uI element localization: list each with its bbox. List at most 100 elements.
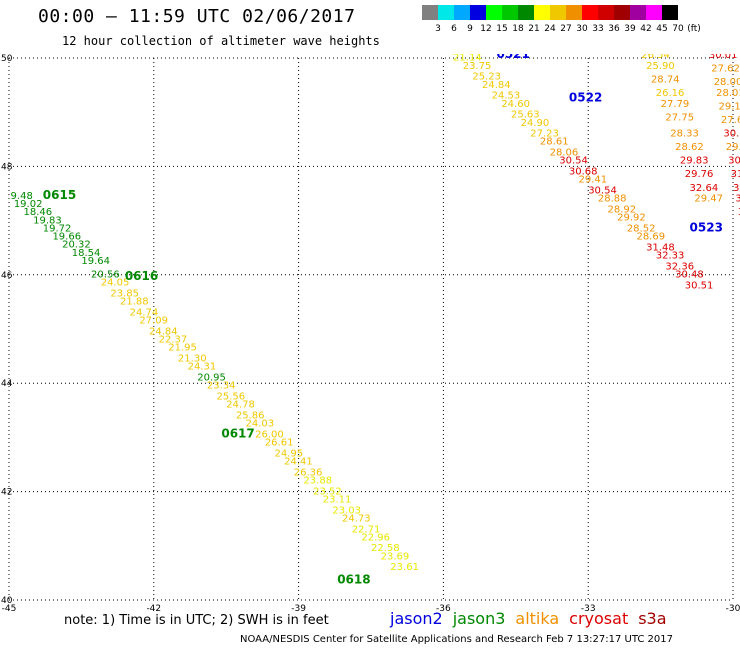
swh-value-label: 28.69 — [636, 232, 665, 243]
pass-number-label: 0521 — [496, 47, 529, 61]
swh-value-label: 30.51 — [685, 280, 714, 291]
swh-value-label: 28.00 — [714, 77, 740, 88]
swh-value-label: 25.63 — [511, 110, 540, 121]
legend-bin-label: 27 — [560, 24, 572, 34]
legend-swatch — [454, 5, 470, 20]
swh-value-label: 26.36 — [294, 467, 323, 478]
lat-tick-label: 46 — [1, 271, 13, 281]
legend-swatch — [438, 5, 454, 20]
swh-value-label: 20.56 — [91, 270, 120, 281]
swh-value-label: 29.92 — [617, 213, 646, 224]
lon-tick-label: -39 — [291, 604, 306, 614]
swh-value-label: 28.01 — [716, 88, 740, 99]
swh-value-label: 27.79 — [661, 99, 690, 110]
swh-value-label: 23.88 — [303, 475, 332, 486]
legend-bin-label: 33 — [592, 24, 604, 34]
legend-bin-label: 9 — [467, 24, 473, 34]
satellite-legend-cryosat: cryosat — [569, 609, 629, 628]
swh-value-label: 26.54 — [641, 50, 670, 61]
legend-swatch — [422, 5, 438, 20]
lon-tick-label: -45 — [2, 604, 17, 614]
legend-bin-label: 70 — [672, 24, 684, 34]
legend-bin-label: 45 — [656, 24, 668, 34]
swh-value-label: 29.17 — [719, 101, 740, 112]
swh-value-label: 24.53 — [492, 91, 521, 102]
swh-value-label: 24.41 — [284, 457, 313, 468]
pass-number-label: 0617 — [221, 426, 254, 440]
swh-value-label: 32.33 — [656, 251, 685, 262]
swh-value-label: 18.46 — [23, 207, 52, 218]
swh-value-label: 22.71 — [352, 524, 381, 535]
swh-value-label: 23.03 — [332, 505, 361, 516]
swh-value-label: 21.14 — [453, 53, 482, 64]
satellite-legend-altika: altika — [515, 609, 560, 628]
swh-value-label: 24.31 — [188, 362, 217, 373]
legend-bin-label: 36 — [608, 24, 620, 34]
swh-value-label: 30.48 — [675, 270, 704, 281]
legend-swatch — [534, 5, 550, 20]
lon-tick-label: -33 — [581, 604, 596, 614]
legend-bin-label: 30 — [576, 24, 588, 34]
swh-value-label: 24.74 — [130, 307, 159, 318]
swh-value-label: 24.95 — [274, 448, 303, 459]
legend-bin-label: 18 — [512, 24, 524, 34]
satellite-legend: jason2 jason3 altika cryosat s3a — [390, 609, 677, 628]
legend-swatch — [470, 5, 486, 20]
legend-swatch — [550, 5, 566, 20]
legend-swatch — [662, 5, 678, 20]
lat-tick-label: 44 — [1, 379, 13, 389]
swh-value-label: 18.54 — [72, 248, 101, 259]
lat-tick-label: 48 — [1, 162, 13, 172]
swh-value-label: 19.83 — [33, 215, 62, 226]
legend-bin-label: 39 — [624, 24, 636, 34]
swh-value-label: 26.61 — [265, 438, 294, 449]
satellite-legend-jason2: jason2 — [390, 609, 443, 628]
swh-value-label: 30.01 — [709, 50, 738, 61]
swh-value-label: 19.02 — [14, 199, 43, 210]
swh-value-label: 29.83 — [680, 156, 709, 167]
swh-value-label: 28.74 — [651, 74, 680, 85]
legend-swatch — [630, 5, 646, 20]
lat-tick-label: 42 — [1, 488, 12, 498]
swh-value-label: 33.64 — [738, 207, 740, 218]
legend-swatch — [566, 5, 582, 20]
swh-value-label: 31.48 — [646, 242, 675, 253]
swh-value-label: 23.34 — [207, 381, 236, 392]
swh-value-label: 30.54 — [588, 186, 617, 197]
legend-swatch — [518, 5, 534, 20]
satellite-legend-jason3: jason3 — [452, 609, 506, 628]
swh-value-label: 24.84 — [482, 80, 511, 91]
swh-value-label: 27.23 — [530, 129, 559, 140]
swh-value-label: 28.52 — [627, 223, 656, 234]
swh-value-label: 21.95 — [168, 343, 197, 354]
legend-swatch — [646, 5, 662, 20]
swh-value-label: 19.48 — [4, 191, 33, 202]
legend-bin-label: 6 — [451, 24, 457, 34]
swh-value-label: 23.69 — [381, 551, 410, 562]
legend-bin-label: 21 — [528, 24, 540, 34]
swh-value-label: 28.06 — [550, 148, 579, 159]
swh-value-label: 23.52 — [313, 486, 342, 497]
swh-value-label: 30.78 — [728, 156, 740, 167]
map-subtitle: 12 hour collection of altimeter wave hei… — [62, 34, 380, 48]
footer-note: note: 1) Time is in UTC; 2) SWH is in fe… — [64, 613, 329, 628]
swh-value-label: 32.34 — [733, 183, 740, 194]
swh-value-label: 32.64 — [690, 183, 719, 194]
swh-value-label: 24.60 — [501, 99, 530, 110]
swh-value-label: 24.78 — [226, 400, 255, 411]
swh-value-label: 20.95 — [197, 372, 226, 383]
swh-value-label: 26.00 — [255, 429, 284, 440]
lon-tick-label: -36 — [436, 604, 451, 614]
swh-value-label: 24.84 — [149, 326, 178, 337]
swh-value-label: 23.61 — [390, 562, 419, 573]
swh-value-label: 25.23 — [472, 72, 501, 83]
swh-value-label: 29.86 — [726, 142, 740, 153]
legend-bin-label: 42 — [640, 24, 652, 34]
swh-value-label: 22.96 — [361, 532, 390, 543]
legend-swatch — [486, 5, 502, 20]
pass-number-label: 0618 — [337, 573, 370, 587]
swh-value-label: 24.05 — [101, 278, 130, 289]
swh-value-label: 27.75 — [665, 112, 694, 123]
